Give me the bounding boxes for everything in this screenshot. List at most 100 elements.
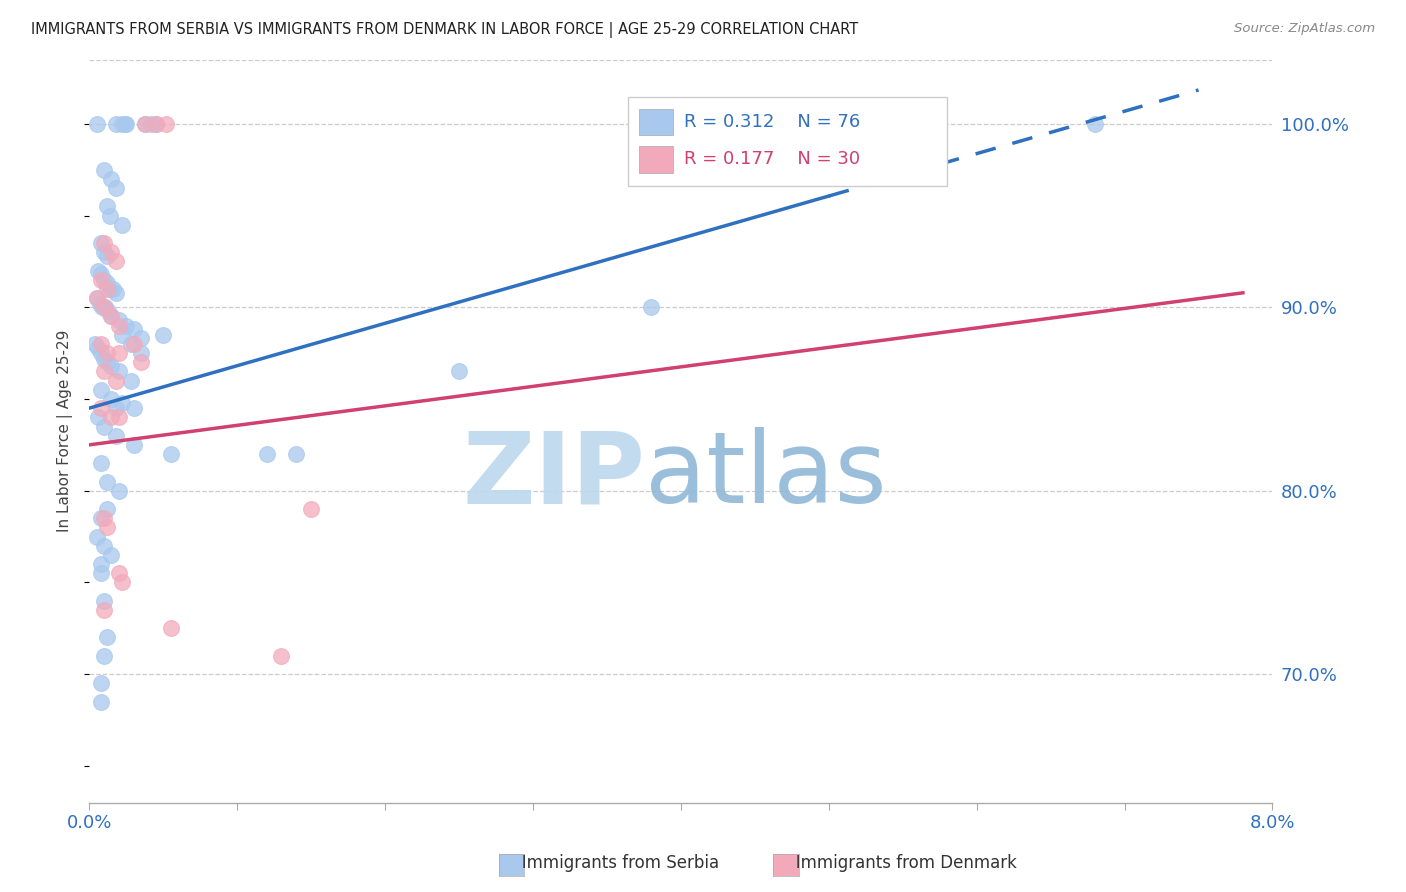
Point: [87, 341, 110, 355]
Point: [100, 310, 122, 324]
Point: [111, 327, 134, 342]
Point: [90, 456, 112, 470]
Point: [256, 447, 278, 461]
Point: [104, 285, 127, 300]
Point: [96, 249, 118, 263]
Point: [141, 117, 163, 131]
Point: [96, 199, 118, 213]
Point: [122, 322, 145, 336]
Point: [96, 475, 118, 489]
Text: atlas: atlas: [645, 427, 887, 524]
Point: [100, 392, 122, 406]
Point: [90, 346, 112, 360]
Text: IMMIGRANTS FROM SERBIA VS IMMIGRANTS FROM DENMARK IN LABOR FORCE | AGE 25-29 COR: IMMIGRANTS FROM SERBIA VS IMMIGRANTS FRO…: [31, 22, 858, 38]
Point: [159, 621, 181, 635]
Text: Immigrants from Serbia: Immigrants from Serbia: [506, 855, 720, 872]
Point: [107, 410, 129, 425]
Point: [104, 401, 127, 416]
Point: [98, 282, 121, 296]
Point: [90, 566, 112, 581]
Point: [100, 245, 122, 260]
Point: [129, 355, 152, 369]
FancyBboxPatch shape: [640, 109, 672, 136]
Point: [104, 374, 127, 388]
Point: [97, 304, 120, 318]
Point: [100, 310, 122, 324]
Point: [152, 327, 174, 342]
Point: [134, 117, 156, 131]
Point: [90, 557, 112, 571]
Point: [120, 374, 142, 388]
Point: [93, 162, 115, 177]
Point: [96, 520, 118, 534]
Point: [93, 511, 115, 525]
Point: [90, 235, 112, 250]
Point: [93, 351, 115, 366]
Point: [159, 447, 181, 461]
Point: [93, 235, 115, 250]
Point: [96, 631, 118, 645]
Point: [101, 282, 124, 296]
Point: [90, 337, 112, 351]
Point: [86, 530, 108, 544]
Point: [93, 300, 115, 314]
Point: [93, 648, 115, 663]
Point: [285, 447, 308, 461]
Point: [90, 401, 112, 416]
Point: [100, 172, 122, 186]
Point: [134, 117, 156, 131]
Point: [107, 483, 129, 498]
Point: [93, 539, 115, 553]
Point: [129, 346, 152, 360]
Point: [1084, 117, 1107, 131]
Point: [270, 648, 292, 663]
Point: [90, 267, 112, 281]
Point: [129, 331, 152, 345]
Point: [107, 346, 129, 360]
Point: [90, 273, 112, 287]
Point: [93, 273, 115, 287]
Point: [96, 502, 118, 516]
Point: [98, 209, 121, 223]
Text: R = 0.177    N = 30: R = 0.177 N = 30: [685, 150, 860, 169]
Point: [122, 438, 145, 452]
Point: [111, 218, 134, 232]
Text: Immigrants from Denmark: Immigrants from Denmark: [780, 855, 1017, 872]
Point: [100, 359, 122, 373]
Point: [111, 575, 134, 590]
Point: [90, 511, 112, 525]
Point: [111, 395, 134, 409]
Point: [87, 263, 110, 277]
Point: [107, 566, 129, 581]
Point: [100, 410, 122, 425]
Point: [155, 117, 177, 131]
Point: [96, 346, 118, 360]
Point: [115, 117, 138, 131]
Point: [96, 355, 118, 369]
Point: [87, 410, 110, 425]
Text: R = 0.312    N = 76: R = 0.312 N = 76: [685, 113, 860, 131]
Point: [120, 337, 142, 351]
Point: [96, 282, 118, 296]
Point: [122, 401, 145, 416]
Point: [145, 117, 167, 131]
FancyBboxPatch shape: [640, 145, 672, 172]
Point: [107, 313, 129, 327]
Point: [93, 245, 115, 260]
Point: [89, 296, 111, 310]
Point: [86, 291, 108, 305]
Point: [640, 300, 662, 314]
Point: [91, 300, 114, 314]
Point: [104, 181, 127, 195]
Point: [104, 117, 127, 131]
Point: [100, 548, 122, 562]
Point: [93, 603, 115, 617]
Point: [122, 337, 145, 351]
Point: [447, 364, 470, 378]
Point: [90, 383, 112, 397]
Point: [107, 364, 129, 378]
Text: Source: ZipAtlas.com: Source: ZipAtlas.com: [1234, 22, 1375, 36]
Point: [104, 428, 127, 442]
Point: [145, 117, 167, 131]
Point: [107, 318, 129, 333]
